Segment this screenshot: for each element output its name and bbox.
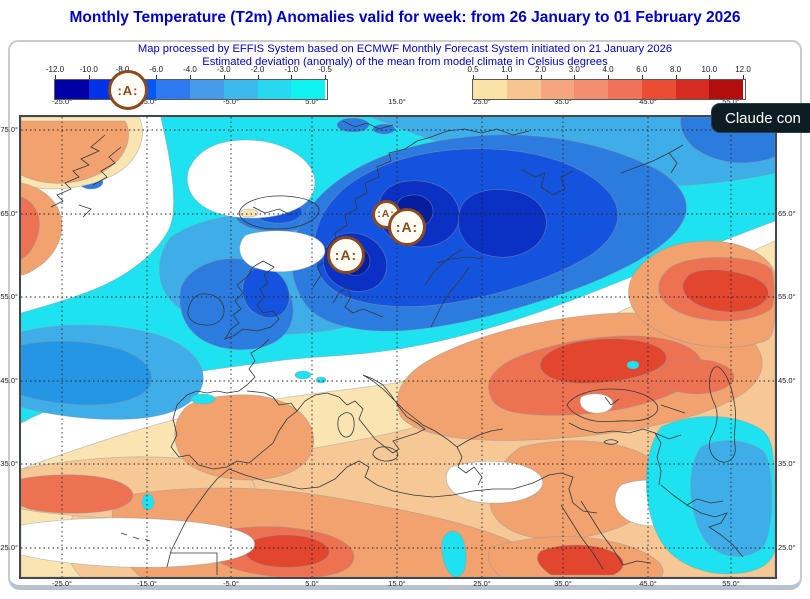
colorbar-positive-tick-label: 0.5 [467,65,479,74]
colorbar-negative-segment [257,80,292,99]
norwegian-sea-neutral [186,139,316,219]
stamp-annotation: :A: [108,70,148,110]
colorbar-positive-tick-label: 6.0 [636,65,648,74]
colorbar-positive-tick-label: 12.0 [735,65,751,74]
lon-label-bottom: -25.0° [51,579,73,588]
lat-label-left: 75.0° [0,125,18,134]
lat-label-right: 55.0° [778,292,796,301]
colorbar-negative-tick-label: -1.0 [284,65,299,74]
lon-label-bottom: 45.0° [639,579,657,588]
lon-label-top: -25.0° [51,97,73,106]
colorbar-positive-tick-label: 4.0 [602,65,614,74]
colorbar-negative-tick [325,75,326,79]
colorbar-negative-tick-label: -3.0 [216,65,231,74]
lon-label-top: 25.0° [473,97,491,106]
colorbar-positive-segment [506,80,541,99]
coastlines [50,120,744,575]
colorbar-negative-tick [190,75,191,79]
stamp-annotation: :A: [388,208,426,246]
colorbar-positive-segment [574,80,608,99]
claude-overlay-tooltip-text: Claude con [725,109,801,127]
lat-label-left: 35.0° [0,459,18,468]
map-canvas [19,115,777,579]
iberia-warm [174,394,315,481]
lon-label-bottom: 15.0° [388,579,406,588]
colorbar-positive-tick [608,75,609,79]
colorbar-negative-segment [55,80,89,99]
colorbar-positive-segment [540,80,575,99]
colorbar-negative-tick [257,75,259,79]
lat-label-left: 45.0° [0,376,18,385]
lon-label-top: 45.0° [639,97,657,106]
page-title: Monthly Temperature (T2m) Anomalies vali… [69,9,741,26]
colorbar-positive-tick [506,75,508,79]
subtitle-processing-info: Map processed by EFFIS System based on E… [137,43,673,55]
colorbar-negative-segment [156,80,190,99]
colorbar-negative-segment [223,80,258,99]
colorbar-positive-segment [675,80,710,99]
colorbar-positive-segment [608,80,642,99]
colorbar-positive-tick [473,75,474,79]
lon-label-bottom: 35.0° [554,579,572,588]
lon-label-top: 55.0° [722,97,740,106]
colorbar-negative-tick [223,75,225,79]
lon-label-top: 15.0° [388,97,406,106]
lon-label-top: -15.0° [136,97,158,106]
colorbar-positive-tick [743,75,744,79]
lat-label-right: 35.0° [778,459,796,468]
colorbar-negative-tick-label: -8.0 [115,65,130,74]
colorbar-negative-tick-label: -2.0 [250,65,265,74]
colorbar-positive-tick [574,75,576,79]
colorbar-negative-segment [190,80,224,99]
lat-label-left: 65.0° [0,209,18,218]
colorbar-positive-tick [709,75,711,79]
lat-label-right: 25.0° [778,543,796,552]
lon-label-bottom: -15.0° [136,579,158,588]
lon-label-top: 35.0° [554,97,572,106]
colorbar-negative-tick [55,75,56,79]
colorbar-positive-tick-label: 2.0 [534,65,547,74]
lat-label-right: 45.0° [778,376,796,385]
colorbar-positive-tick [641,75,643,79]
graticule [21,117,775,577]
colorbar-positive-tick-label: 3.0 [568,65,580,74]
stamp-annotation: :A: [327,236,365,274]
colorbar-positive-tick-label: 8.0 [669,65,682,74]
colorbar-positive [472,79,746,100]
colorbar-negative-tick-label: -12.0 [45,65,65,74]
lat-label-left: 55.0° [0,292,18,301]
colorbar-negative-tick-label: -10.0 [79,65,98,74]
colorbar-negative [54,79,328,100]
colorbar-negative-tick [156,75,158,79]
colorbar-positive-tick-label: 1.0 [501,65,513,74]
anomaly-map [21,117,775,577]
colorbar-positive-tick-label: 10.0 [701,65,718,74]
lat-label-left: 25.0° [0,543,18,552]
colorbar-positive-segment [709,80,743,99]
colorbar-negative-tick-label: -4.0 [183,65,197,74]
claude-overlay-tooltip: Claude con [711,103,810,133]
colorbar-negative-tick [291,75,293,79]
colorbar-negative-tick-label: -0.5 [318,65,332,74]
colorbar-negative-tick [88,75,90,79]
lon-label-bottom: 55.0° [722,579,740,588]
lon-label-bottom: 25.0° [473,579,491,588]
colorbar-negative-tick-label: -6.0 [149,65,164,74]
lon-label-bottom: 5.0° [305,579,319,588]
lon-label-top: 5.0° [305,97,319,106]
colorbar-positive-segment [641,80,676,99]
lon-label-top: -5.0° [223,97,239,106]
lon-label-bottom: -5.0° [223,579,239,588]
colorbar-positive-tick [540,75,542,79]
colorbar-negative-segment [291,80,325,99]
subtitle-anomaly-info: Estimated deviation (anomaly) of the mea… [202,55,608,68]
lat-label-right: 65.0° [778,209,796,218]
colorbar-positive-segment [473,80,507,99]
colorbar-positive-tick [675,75,677,79]
